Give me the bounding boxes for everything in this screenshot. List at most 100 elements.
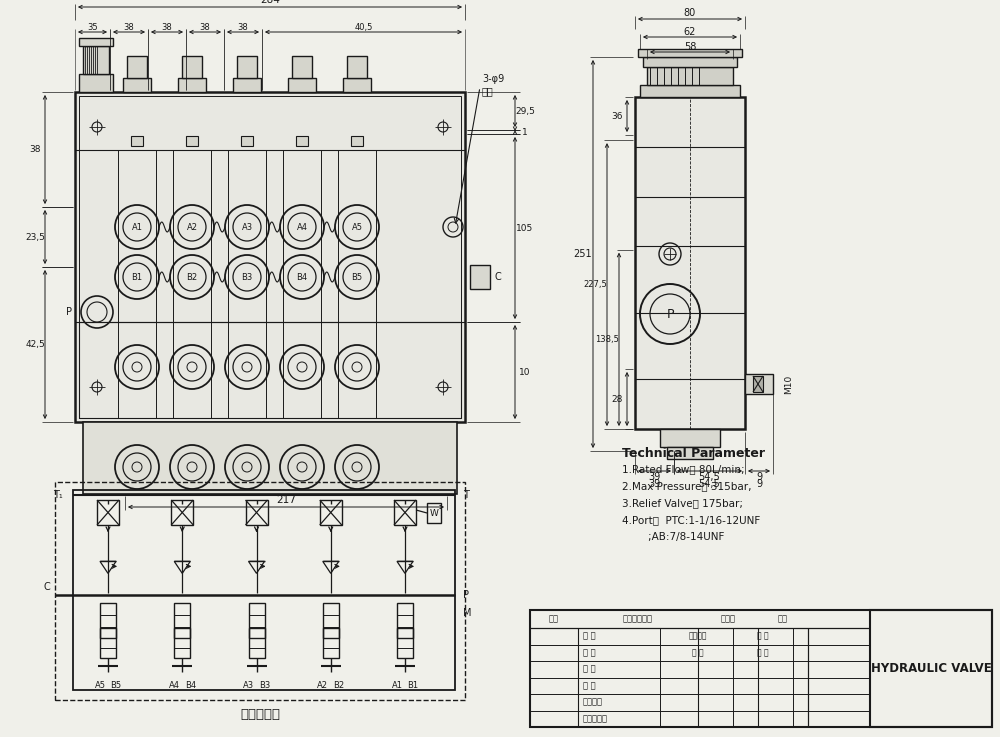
Text: 54,5: 54,5 xyxy=(699,472,720,482)
Text: B3: B3 xyxy=(259,682,270,691)
Text: 227,5: 227,5 xyxy=(583,280,607,289)
Text: 9: 9 xyxy=(756,472,762,482)
Text: 38: 38 xyxy=(162,23,172,32)
Text: 第 张: 第 张 xyxy=(757,649,769,657)
Bar xyxy=(186,136,198,146)
Text: B3: B3 xyxy=(241,273,253,282)
Circle shape xyxy=(225,445,269,489)
Text: P: P xyxy=(463,590,469,601)
Text: 描 图: 描 图 xyxy=(583,665,596,674)
Text: 更改人: 更改人 xyxy=(720,615,736,624)
Text: A5: A5 xyxy=(352,223,362,231)
Text: 38: 38 xyxy=(238,23,248,32)
Text: 3-φ9: 3-φ9 xyxy=(482,74,504,84)
Text: M: M xyxy=(463,608,472,618)
Text: A3: A3 xyxy=(241,223,253,231)
Text: A1: A1 xyxy=(392,682,402,691)
Circle shape xyxy=(115,445,159,489)
Bar xyxy=(73,490,455,690)
Text: 217: 217 xyxy=(276,495,296,505)
Bar xyxy=(127,56,147,78)
Bar xyxy=(288,78,316,92)
Text: M10: M10 xyxy=(784,374,794,394)
Text: B1: B1 xyxy=(131,273,143,282)
Bar xyxy=(233,78,261,92)
Text: 4.Port：  PTC:1-1/16-12UNF: 4.Port： PTC:1-1/16-12UNF xyxy=(622,515,760,525)
Text: 138,5: 138,5 xyxy=(595,335,619,344)
Text: 38: 38 xyxy=(29,145,41,154)
Bar xyxy=(241,136,253,146)
Bar xyxy=(351,136,363,146)
Text: 标记: 标记 xyxy=(549,615,559,624)
Bar xyxy=(397,628,413,658)
Bar xyxy=(178,78,206,92)
Text: 105: 105 xyxy=(516,223,534,232)
Text: 80: 80 xyxy=(684,8,696,18)
Text: B5: B5 xyxy=(110,682,122,691)
Text: 1.Rated Flow： 80L/min;: 1.Rated Flow： 80L/min; xyxy=(622,464,745,474)
Text: 40,5: 40,5 xyxy=(354,23,373,32)
Text: P: P xyxy=(666,307,674,321)
Text: A4: A4 xyxy=(296,223,308,231)
Bar xyxy=(248,604,264,638)
Bar xyxy=(643,57,737,67)
Text: HYDRAULIC VALVE: HYDRAULIC VALVE xyxy=(871,662,991,675)
Bar xyxy=(343,78,371,92)
Bar xyxy=(667,447,713,459)
Text: 58: 58 xyxy=(684,42,696,52)
Bar xyxy=(394,500,416,525)
Text: B2: B2 xyxy=(186,273,198,282)
Text: B4: B4 xyxy=(296,273,308,282)
Text: B5: B5 xyxy=(351,273,363,282)
Text: 重 量: 重 量 xyxy=(757,632,769,640)
Text: 39: 39 xyxy=(648,479,661,489)
Text: 29,5: 29,5 xyxy=(515,107,535,116)
Text: 9: 9 xyxy=(756,479,762,489)
Bar xyxy=(296,136,308,146)
Text: 1: 1 xyxy=(522,128,528,136)
Bar xyxy=(323,628,339,658)
Bar xyxy=(427,503,441,523)
Text: 54,5: 54,5 xyxy=(699,479,720,489)
Text: 标准化检查: 标准化检查 xyxy=(583,714,608,723)
Text: 10: 10 xyxy=(519,368,531,377)
Bar xyxy=(640,85,740,97)
Text: 3.Relief Valve： 175bar;: 3.Relief Valve： 175bar; xyxy=(622,498,743,508)
Bar xyxy=(753,376,763,392)
Text: A3: A3 xyxy=(243,682,254,691)
Bar xyxy=(75,92,465,422)
Bar xyxy=(237,56,257,78)
Text: 62: 62 xyxy=(684,27,696,37)
Text: 28: 28 xyxy=(611,394,623,403)
Bar xyxy=(635,97,745,429)
Text: B4: B4 xyxy=(185,682,196,691)
Text: B1: B1 xyxy=(407,682,419,691)
Bar xyxy=(79,38,113,46)
Text: 日期: 日期 xyxy=(778,615,788,624)
Text: C: C xyxy=(495,272,501,282)
Bar xyxy=(79,96,461,418)
Circle shape xyxy=(335,445,379,489)
Text: A2: A2 xyxy=(317,682,328,691)
Bar xyxy=(530,610,992,727)
Bar xyxy=(660,429,720,447)
Text: T: T xyxy=(463,490,469,500)
Bar xyxy=(174,628,190,658)
Text: Technical Parameter: Technical Parameter xyxy=(622,447,765,460)
Text: B2: B2 xyxy=(333,682,344,691)
Bar xyxy=(182,56,202,78)
Text: 设 计: 设 计 xyxy=(583,632,596,640)
Text: 图样标记: 图样标记 xyxy=(689,632,707,640)
Text: A1: A1 xyxy=(132,223,143,231)
Bar xyxy=(174,604,190,638)
Bar xyxy=(79,74,113,92)
Text: 42,5: 42,5 xyxy=(25,340,45,349)
Bar xyxy=(323,604,339,638)
Text: 38: 38 xyxy=(200,23,210,32)
Text: 36: 36 xyxy=(611,111,623,121)
Text: A2: A2 xyxy=(186,223,198,231)
Bar xyxy=(171,500,193,525)
Text: 通孔: 通孔 xyxy=(482,86,494,96)
Bar xyxy=(745,374,773,394)
Text: 校 对: 校 对 xyxy=(583,681,596,691)
